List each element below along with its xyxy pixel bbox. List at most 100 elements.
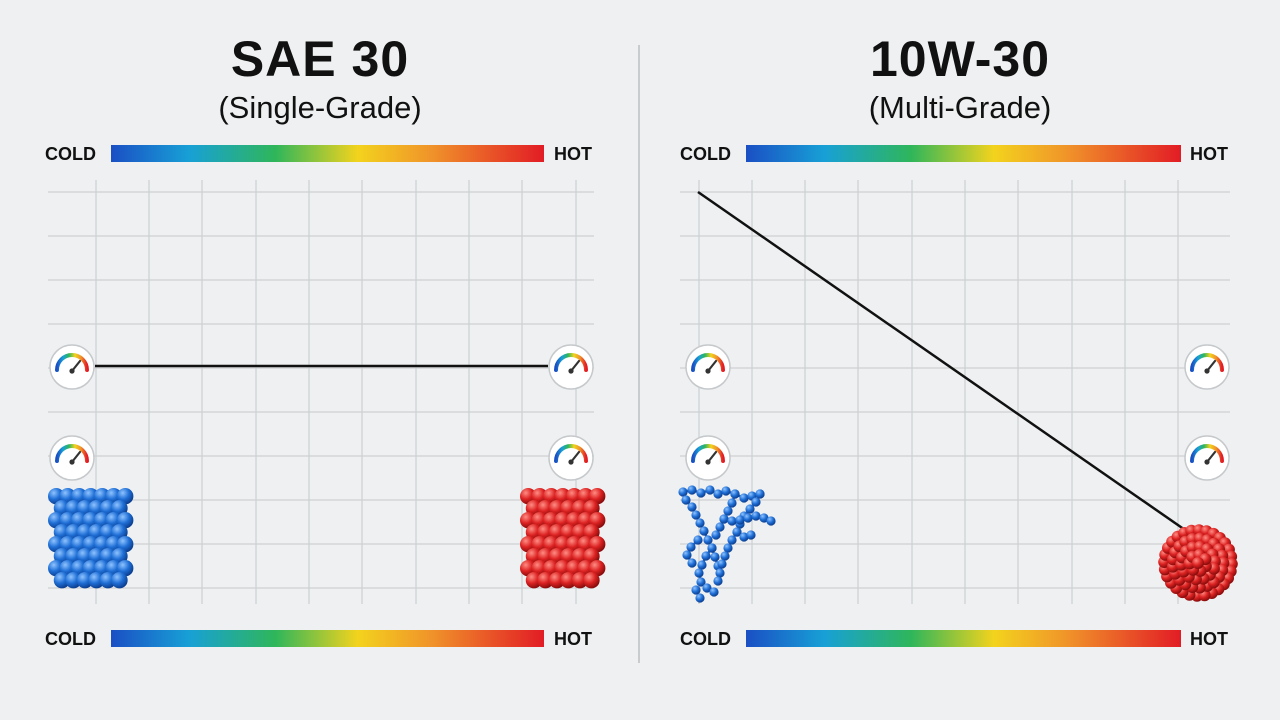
gauge-icon bbox=[49, 344, 95, 390]
gauge-group bbox=[685, 344, 1230, 481]
panel-subtitle: (Multi-Grade) bbox=[868, 90, 1052, 125]
polymer-bead bbox=[695, 593, 705, 603]
cold-label: COLD bbox=[680, 629, 731, 649]
hot-label: HOT bbox=[1190, 629, 1228, 649]
panel-title: SAE 30 bbox=[230, 31, 410, 87]
polymer-bead bbox=[709, 587, 719, 597]
polymer-bead bbox=[710, 552, 720, 562]
viscosity-line bbox=[697, 190, 1189, 534]
panel-subtitle: (Single-Grade) bbox=[218, 90, 422, 125]
molecule bbox=[560, 572, 577, 589]
polymer-bead bbox=[702, 583, 712, 593]
polymer-bead bbox=[745, 504, 755, 514]
panel-title: 10W-30 bbox=[869, 31, 1051, 87]
viscosity-grid bbox=[48, 180, 606, 604]
polymer-bead bbox=[732, 527, 742, 537]
molecule bbox=[76, 572, 94, 589]
polymer-chain-icon bbox=[678, 485, 776, 603]
polymer-bead bbox=[717, 559, 727, 569]
polymer-bead bbox=[707, 543, 717, 553]
polymer-bead bbox=[727, 516, 737, 526]
polymer-bead bbox=[696, 577, 706, 587]
polymer-bead bbox=[687, 558, 697, 568]
molecule bbox=[548, 572, 566, 589]
polymer-bead bbox=[696, 488, 706, 498]
polymer-bead bbox=[705, 485, 715, 495]
multi-grade-panel: 10W-30 (Multi-Grade) COLD HOT bbox=[640, 0, 1280, 720]
polymer-bead bbox=[687, 485, 697, 495]
gauge-icon bbox=[1184, 344, 1230, 390]
polymer-bead bbox=[681, 495, 691, 505]
polymer-bead bbox=[751, 497, 761, 507]
molecule bbox=[583, 572, 600, 589]
polymer-bead bbox=[694, 568, 704, 578]
gauge-icon bbox=[548, 435, 594, 481]
polymer-bead bbox=[721, 486, 731, 496]
polymer-bead bbox=[746, 530, 756, 540]
polymer-bead bbox=[730, 489, 740, 499]
polymer-bead bbox=[751, 511, 761, 521]
polymer-bead bbox=[723, 543, 733, 553]
polymer-bead bbox=[735, 515, 745, 525]
polymer-bead bbox=[766, 516, 776, 526]
polymer-bead bbox=[686, 542, 696, 552]
polymer-bead bbox=[755, 489, 765, 499]
hot-label: HOT bbox=[554, 144, 592, 164]
polymer-bead bbox=[697, 560, 707, 570]
molecule bbox=[65, 572, 82, 589]
polymer-bead bbox=[695, 518, 705, 528]
hot-molecule-cluster-icon bbox=[520, 488, 606, 589]
polymer-bead bbox=[743, 513, 753, 523]
cold-label: COLD bbox=[45, 144, 96, 164]
temperature-gradient-bar bbox=[111, 145, 544, 162]
polymer-bead bbox=[719, 514, 729, 524]
polymer-bead bbox=[693, 535, 703, 545]
cold-label: COLD bbox=[45, 629, 96, 649]
polymer-bead bbox=[720, 551, 730, 561]
polymer-bead bbox=[715, 522, 725, 532]
hot-label: HOT bbox=[554, 629, 592, 649]
polymer-bead bbox=[678, 487, 688, 497]
molecule bbox=[99, 572, 117, 589]
viscosity-grid bbox=[678, 180, 1238, 604]
temperature-gradient-bar bbox=[111, 630, 544, 647]
polymer-bead bbox=[715, 568, 725, 578]
polymer-bead bbox=[723, 506, 733, 516]
polymer-bead bbox=[713, 576, 723, 586]
molecule bbox=[525, 572, 543, 589]
grid-lines bbox=[680, 180, 1230, 604]
polymer-bead bbox=[703, 535, 713, 545]
polymer-bead bbox=[711, 530, 721, 540]
single-grade-panel: SAE 30 (Single-Grade) COLD HOT bbox=[45, 31, 606, 649]
molecule bbox=[1192, 557, 1204, 569]
molecule bbox=[53, 572, 71, 589]
hot-molecule-cluster-icon bbox=[1158, 524, 1238, 602]
polymer-bead bbox=[739, 493, 749, 503]
grid-lines bbox=[48, 180, 594, 604]
polymer-bead bbox=[759, 513, 769, 523]
polymer-bead bbox=[701, 551, 711, 561]
gauge-icon bbox=[685, 344, 731, 390]
polymer-bead bbox=[699, 526, 709, 536]
molecule bbox=[537, 572, 554, 589]
polymer-bead bbox=[687, 502, 697, 512]
polymer-bead bbox=[682, 550, 692, 560]
panel-divider bbox=[638, 45, 640, 663]
polymer-bead bbox=[691, 510, 701, 520]
polymer-bead bbox=[727, 535, 737, 545]
gauge-icon bbox=[548, 344, 594, 390]
polymer-bead bbox=[691, 585, 701, 595]
polymer-bead bbox=[727, 498, 737, 508]
polymer-bead bbox=[713, 489, 723, 499]
gauge-group bbox=[49, 344, 594, 481]
molecule bbox=[571, 572, 589, 589]
hot-label: HOT bbox=[1190, 144, 1228, 164]
temperature-gradient-bar bbox=[746, 145, 1181, 162]
cold-molecule-cluster-icon bbox=[48, 488, 134, 589]
gauge-icon bbox=[49, 435, 95, 481]
gauge-icon bbox=[685, 435, 731, 481]
polymer-bead bbox=[739, 532, 749, 542]
molecule bbox=[88, 572, 105, 589]
gauge-icon bbox=[1184, 435, 1230, 481]
molecule bbox=[111, 572, 128, 589]
